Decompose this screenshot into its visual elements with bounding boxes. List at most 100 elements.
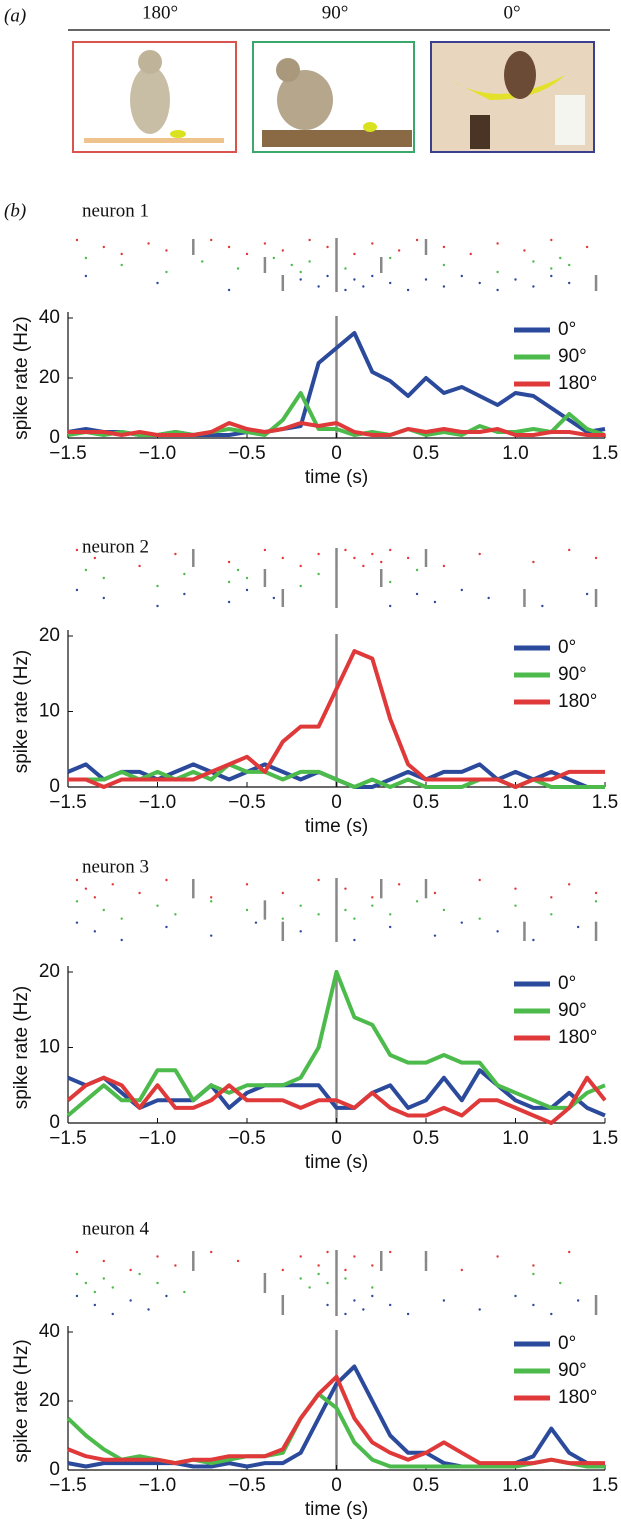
spike: [532, 1303, 535, 1307]
spike: [308, 260, 311, 263]
x-tick-label: 1.5: [592, 792, 618, 813]
spike: [201, 260, 204, 263]
spike: [84, 568, 88, 572]
y-tick-label: 20: [39, 625, 60, 646]
spike: [460, 588, 463, 592]
spike: [532, 260, 535, 263]
spike: [514, 1294, 517, 1298]
spike: [478, 281, 481, 285]
spike: [138, 1272, 141, 1276]
spike: [299, 1255, 302, 1258]
spike: [183, 592, 186, 596]
spike: [165, 1294, 168, 1298]
spike: [120, 938, 123, 942]
rate-line: [67, 1068, 606, 1118]
legend-label: 90°: [558, 1360, 587, 1381]
condition-header: 90°: [322, 2, 349, 23]
spike: [317, 913, 320, 916]
y-tick-label: 10: [39, 701, 60, 722]
x-tick-label: 0: [331, 443, 342, 464]
spike: [174, 1264, 177, 1267]
x-tick-label: −1.0: [139, 443, 177, 464]
spike: [353, 1255, 356, 1258]
spike: [281, 1268, 284, 1272]
chart-title: neuron 1: [82, 200, 149, 221]
rate-line: [66, 970, 606, 1118]
spike: [496, 930, 499, 933]
x-tick-label: 1.0: [502, 792, 528, 813]
spike: [236, 1259, 240, 1263]
spike: [559, 1281, 562, 1285]
y-tick-label: 20: [39, 961, 60, 982]
spike: [156, 281, 159, 285]
spike: [75, 548, 79, 552]
x-tick-label: 0.5: [413, 1128, 439, 1149]
spike: [84, 1281, 88, 1285]
spike: [389, 548, 392, 552]
y-axis-label: spike rate (Hz): [11, 316, 32, 440]
panel-label: (b): [4, 200, 26, 221]
spike: [532, 938, 535, 942]
spike: [371, 1286, 374, 1289]
spike: [442, 285, 446, 288]
spike: [550, 913, 553, 916]
spike: [353, 252, 356, 256]
spike: [389, 604, 392, 608]
spike: [568, 281, 571, 285]
condition-header: 180°: [142, 2, 178, 23]
spike: [397, 883, 401, 886]
spike: [532, 560, 535, 564]
spike: [362, 285, 365, 288]
spike: [344, 267, 347, 270]
spike: [84, 887, 88, 890]
spike: [478, 878, 481, 882]
spike: [532, 1264, 535, 1267]
spike: [236, 267, 240, 270]
spike: [227, 580, 231, 584]
spike: [308, 1286, 311, 1289]
spike: [415, 900, 419, 903]
y-tick-label: 10: [39, 1037, 60, 1058]
spike: [344, 1312, 347, 1316]
x-axis-label: time (s): [305, 816, 368, 837]
x-tick-label: 1.5: [592, 443, 618, 464]
spike: [353, 917, 356, 920]
spike: [362, 564, 365, 568]
spike: [129, 1268, 132, 1272]
spike: [75, 1250, 79, 1254]
y-tick-label: 0: [49, 1112, 60, 1133]
rate-line: [68, 421, 605, 437]
spike: [532, 1272, 535, 1276]
spike: [389, 913, 392, 916]
spike: [389, 925, 392, 929]
spike: [120, 252, 123, 256]
spike: [460, 1268, 463, 1272]
spike: [326, 245, 329, 249]
spike: [406, 288, 410, 292]
x-tick-label: −1.5: [49, 1475, 87, 1496]
spike: [138, 564, 141, 568]
y-tick-label: 20: [39, 1390, 60, 1411]
spike: [281, 556, 284, 560]
spike: [174, 552, 177, 556]
spike: [362, 1308, 365, 1311]
spike: [156, 904, 159, 907]
spike: [210, 896, 213, 899]
spike: [102, 245, 106, 249]
spike: [84, 256, 88, 260]
spike: [389, 580, 392, 584]
spike: [102, 596, 106, 600]
legend-label: 0°: [558, 1333, 576, 1354]
spike: [156, 584, 159, 588]
spike: [389, 281, 392, 285]
spike: [236, 568, 240, 572]
spike: [460, 921, 463, 924]
spike: [156, 1255, 159, 1258]
chart-title: neuron 4: [82, 1218, 150, 1239]
stimulus-0: [430, 41, 595, 153]
spike: [165, 270, 168, 274]
x-axis-label: time (s): [305, 467, 368, 488]
spike: [299, 1277, 302, 1280]
spike: [165, 878, 168, 882]
spike: [147, 242, 150, 245]
